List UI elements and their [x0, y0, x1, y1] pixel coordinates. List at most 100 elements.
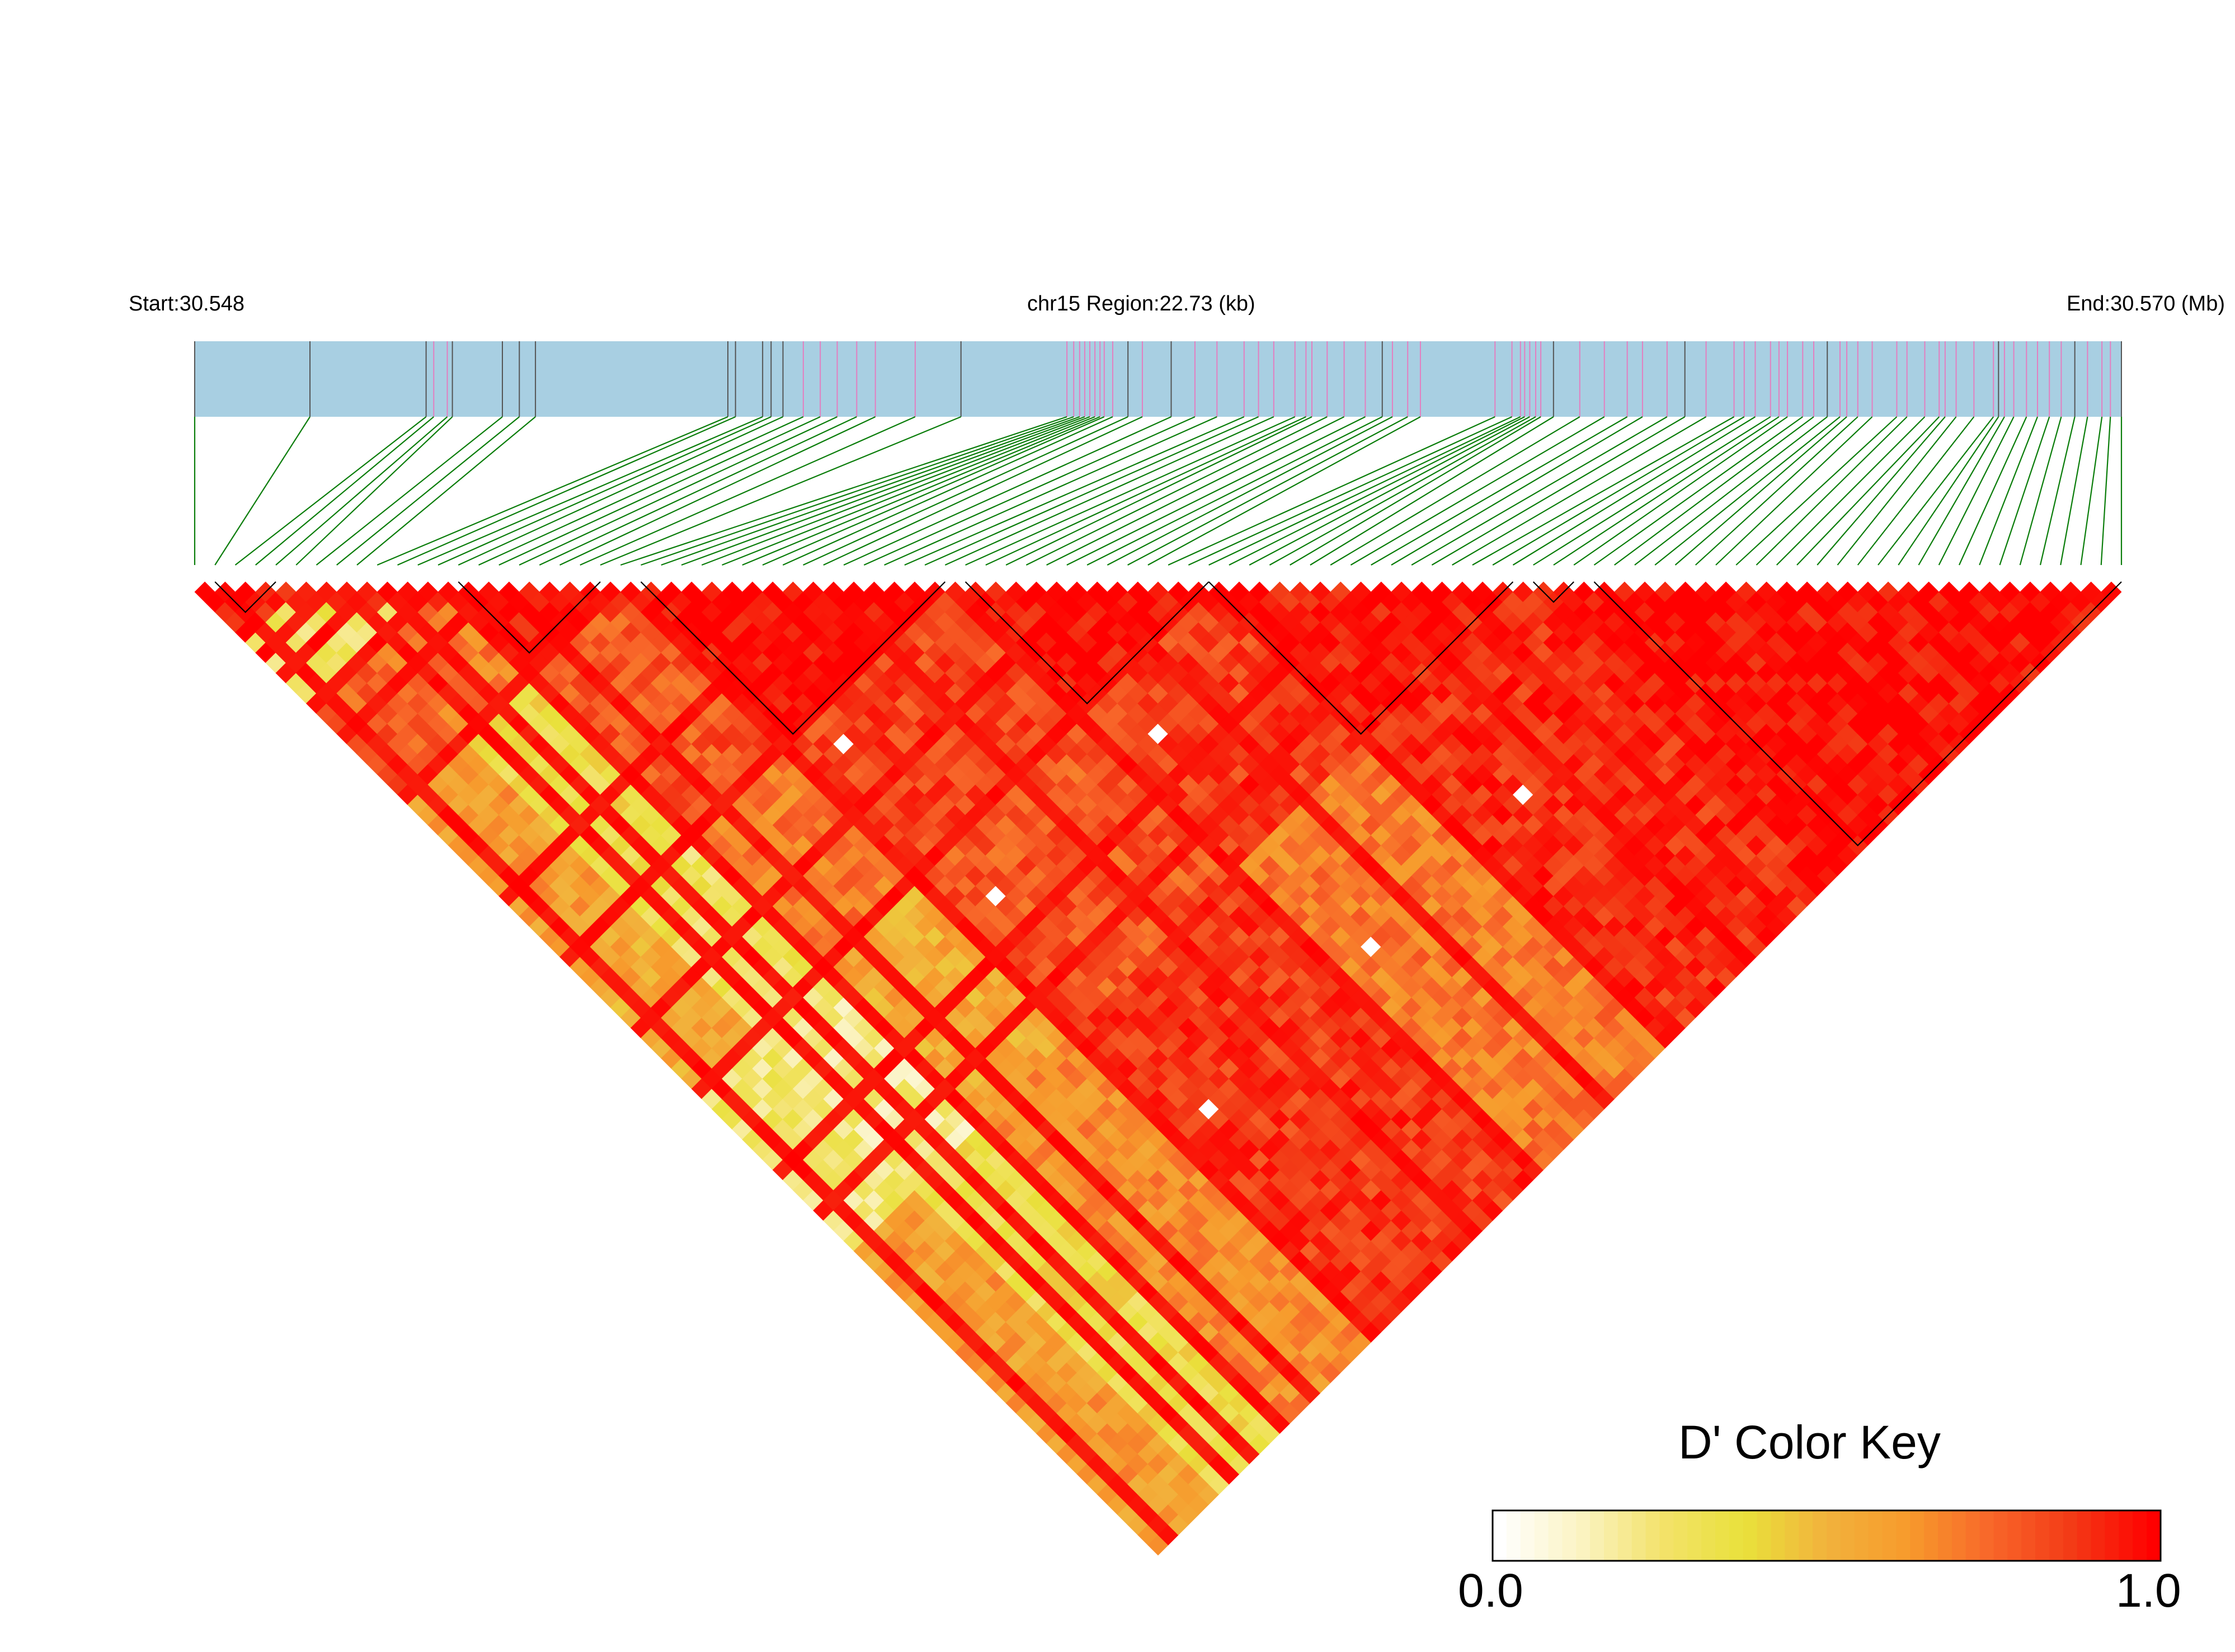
- snp-connector-line: [1999, 416, 2050, 566]
- snp-connector-line: [701, 416, 1090, 566]
- snp-connector-line: [823, 416, 1143, 566]
- region-end-label: End:30.570 (Mb): [2066, 292, 2225, 316]
- color-key-swatch: [1868, 1510, 1883, 1561]
- snp-connector-line: [944, 416, 1274, 566]
- snp-connector-line: [1350, 416, 1605, 566]
- color-key-swatch: [1965, 1510, 1980, 1561]
- snp-connector-line: [1796, 416, 1940, 566]
- color-key-swatch: [1659, 1510, 1674, 1561]
- color-key-swatch: [1548, 1510, 1563, 1561]
- color-key-swatch: [2147, 1510, 2161, 1561]
- snp-connector-line: [458, 416, 783, 566]
- snp-connector-line: [2039, 416, 2076, 566]
- snp-connector-line: [1492, 416, 1745, 566]
- snp-connector-line: [1249, 416, 1530, 566]
- color-key-swatch: [2133, 1510, 2147, 1561]
- snp-connector-line: [1229, 416, 1525, 566]
- color-key-swatch: [1757, 1510, 1772, 1561]
- snp-connector-lines: [194, 416, 2123, 566]
- color-key-swatch: [1631, 1510, 1646, 1561]
- color-key-swatch: [1701, 1510, 1716, 1561]
- color-key-swatch: [1785, 1510, 1799, 1561]
- color-key-swatch: [1840, 1510, 1855, 1561]
- snp-connector-line: [1533, 416, 1771, 566]
- snp-connector-line: [2060, 416, 2088, 566]
- color-key-swatch: [1520, 1510, 1535, 1561]
- color-key-swatch: [1813, 1510, 1827, 1561]
- snp-connector-line: [661, 416, 1080, 566]
- snp-connector-line: [742, 416, 1100, 566]
- snp-connector-line: [519, 416, 837, 566]
- color-key-swatch: [2049, 1510, 2064, 1561]
- color-key-swatch: [1506, 1510, 1521, 1561]
- color-key-swatch: [1617, 1510, 1632, 1561]
- snp-connector-line: [681, 416, 1085, 566]
- snp-connector-line: [965, 416, 1296, 566]
- color-key-swatch: [1715, 1510, 1730, 1561]
- color-key-swatch: [1827, 1510, 1841, 1561]
- snp-connector-line: [2100, 416, 2111, 566]
- color-key-swatch: [1910, 1510, 1925, 1561]
- snp-connector-line: [336, 416, 520, 566]
- snp-connector-line: [1756, 416, 1908, 566]
- color-key-swatch: [1743, 1510, 1758, 1561]
- snp-connector-line: [1290, 416, 1541, 566]
- dprime-heatmap-triangle: [194, 581, 2122, 1556]
- snp-connector-line: [214, 416, 310, 566]
- snp-connector-line: [397, 416, 736, 566]
- snp-connector-line: [255, 416, 434, 566]
- snp-connector-line: [1837, 416, 1957, 566]
- snp-connector-line: [1776, 416, 1926, 566]
- color-key-swatch: [1951, 1510, 1966, 1561]
- dprime-color-key: [1491, 1509, 2162, 1562]
- snp-connector-line: [1025, 416, 1328, 566]
- snp-connector-line: [924, 416, 1259, 566]
- chromosome-region-track: [194, 341, 2122, 417]
- snp-connector-line: [1005, 416, 1312, 566]
- color-key-swatch: [1604, 1510, 1618, 1561]
- snp-connector-line: [437, 416, 771, 566]
- color-key-title: D' Color Key: [1678, 1416, 1941, 1469]
- snp-connector-line: [1512, 416, 1756, 566]
- snp-connector-line: [1695, 416, 1858, 566]
- color-key-swatch: [2021, 1510, 2036, 1561]
- snp-connector-line: [1086, 416, 1383, 566]
- snp-connector-line: [539, 416, 857, 566]
- snp-connector-line: [1898, 416, 1999, 566]
- color-key-swatch: [1673, 1510, 1688, 1561]
- snp-connector-line: [1817, 416, 1946, 566]
- snp-connector-line: [1634, 416, 1828, 566]
- snp-connector-line: [295, 416, 453, 566]
- snp-connector-line: [275, 416, 448, 566]
- snp-connector-line: [580, 416, 916, 566]
- snp-connector-line: [1472, 416, 1735, 566]
- snp-connector-line: [1046, 416, 1345, 566]
- snp-connector-line: [904, 416, 1245, 566]
- snp-connector-line: [803, 416, 1128, 566]
- color-key-swatch: [2063, 1510, 2078, 1561]
- snp-connector-line: [1330, 416, 1580, 566]
- snp-connector-line: [1208, 416, 1521, 566]
- snp-connector-line: [884, 416, 1217, 566]
- region-size-label: chr15 Region:22.73 (kb): [1027, 292, 1255, 316]
- color-key-swatch: [1590, 1510, 1605, 1561]
- snp-connector-line: [1878, 416, 1994, 566]
- snp-connector-line: [782, 416, 1113, 566]
- color-key-swatch: [1993, 1510, 2008, 1561]
- snp-connector-line: [356, 416, 536, 566]
- snp-connector-line: [1107, 416, 1393, 566]
- color-key-swatch: [2091, 1510, 2106, 1561]
- color-key-swatch: [1854, 1510, 1869, 1561]
- color-key-swatch: [1882, 1510, 1897, 1561]
- snp-connector-line: [985, 416, 1306, 566]
- snp-connector-line: [1127, 416, 1408, 566]
- snp-connector-line: [1857, 416, 1975, 566]
- snp-connector-line: [1553, 416, 1780, 566]
- color-key-swatch: [1645, 1510, 1660, 1561]
- color-key-swatch: [1534, 1510, 1549, 1561]
- color-key-max-label: 1.0: [2116, 1564, 2181, 1617]
- snp-connector-line: [316, 416, 503, 566]
- snp-connector-line: [2019, 416, 2062, 566]
- snp-connector-line: [498, 416, 821, 566]
- snp-connector-line: [478, 416, 804, 566]
